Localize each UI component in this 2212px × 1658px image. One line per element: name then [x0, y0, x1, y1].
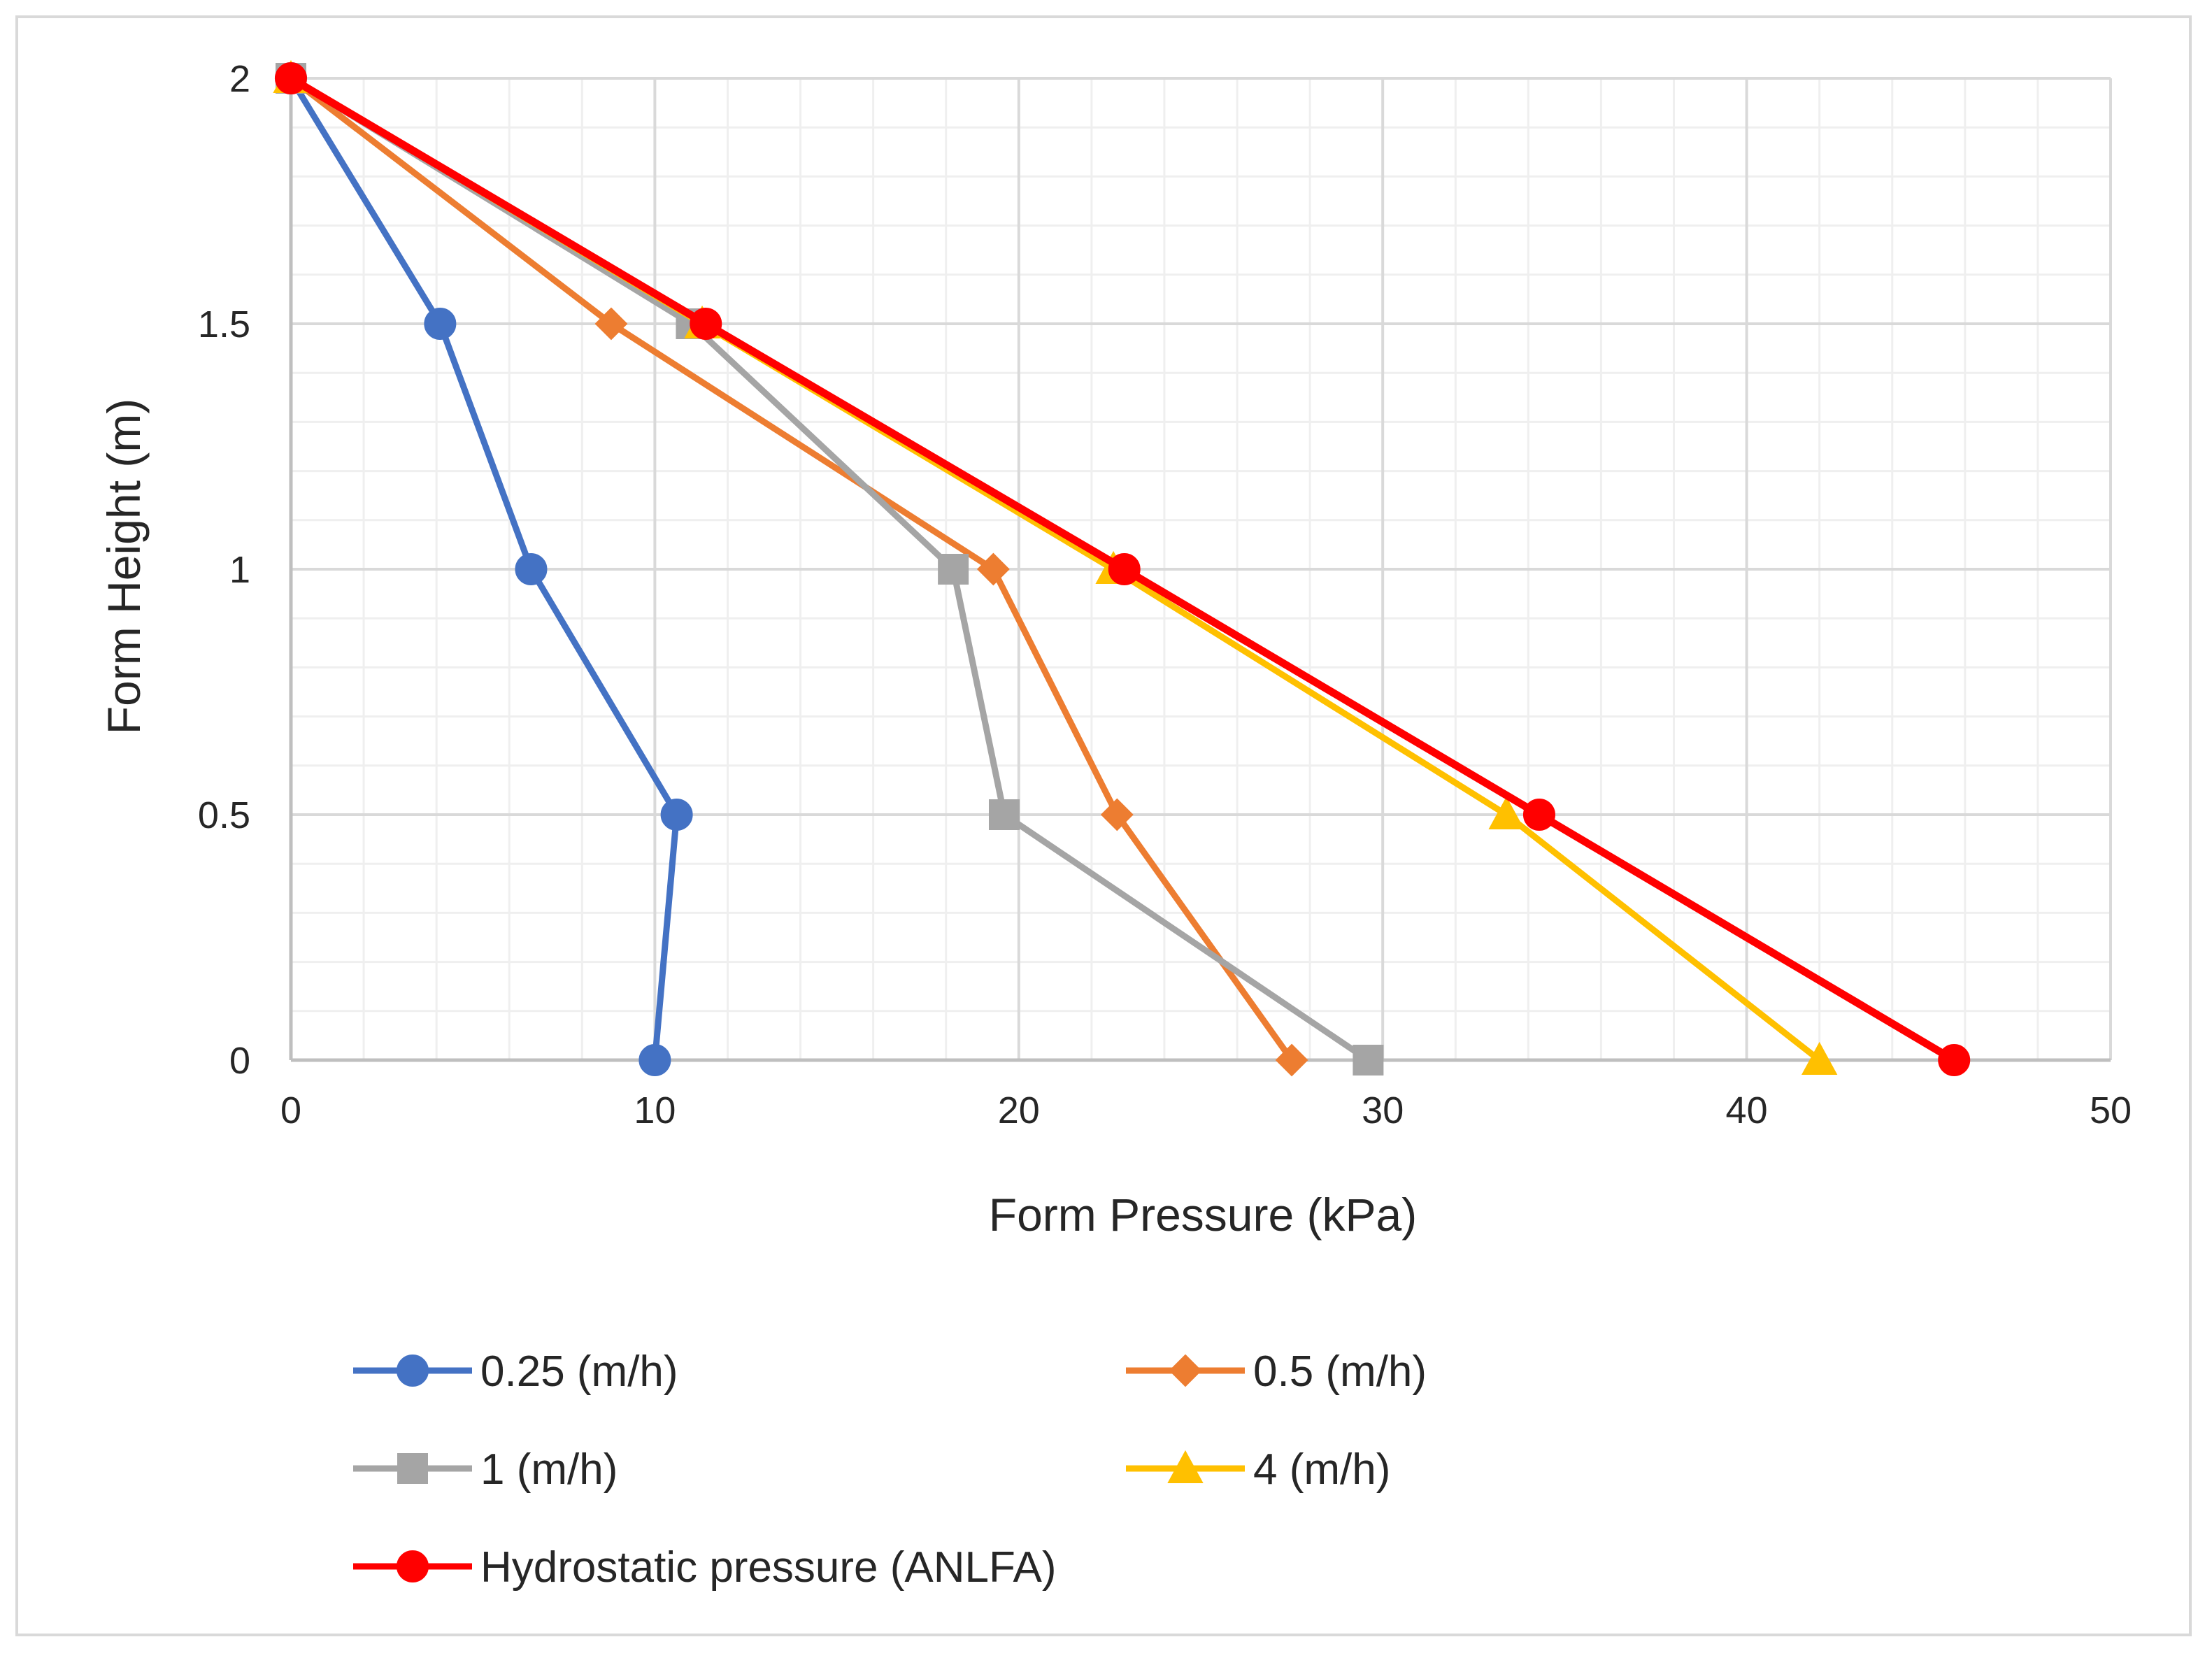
legend-label: 1 (m/h): [480, 1445, 618, 1494]
data-point: [275, 62, 307, 94]
data-point: [1353, 1045, 1384, 1075]
data-point: [690, 308, 722, 340]
x-axis-ticks: 0 10 20 30 40 50: [280, 1089, 2132, 1131]
x-tick-label: 0: [280, 1089, 301, 1131]
y-tick-label: 2: [229, 58, 250, 100]
series-5: [275, 62, 1971, 1076]
data-point: [976, 552, 1010, 586]
data-point: [1100, 798, 1134, 831]
data-point: [1108, 553, 1141, 585]
legend-label: Hydrostatic pressure (ANLFA): [480, 1543, 1056, 1592]
x-tick-label: 40: [1726, 1089, 1768, 1131]
series-layer: [273, 59, 1971, 1077]
legend-label: 0.5 (m/h): [1253, 1348, 1427, 1396]
data-point: [660, 799, 693, 831]
legend-item[interactable]: 1 (m/h): [353, 1445, 618, 1494]
data-point: [424, 308, 457, 340]
data-point: [988, 799, 1020, 830]
legend-marker: [1169, 1354, 1202, 1387]
y-tick-label: 1.5: [198, 303, 250, 345]
legend-marker: [397, 1453, 428, 1484]
legend-marker: [1167, 1450, 1204, 1483]
legend-label: 0.25 (m/h): [480, 1348, 678, 1396]
y-tick-label: 1: [229, 549, 250, 591]
series-2: [274, 62, 1308, 1077]
data-point: [515, 553, 548, 585]
legend-item[interactable]: 0.25 (m/h): [353, 1348, 678, 1396]
data-point: [938, 554, 969, 585]
data-point: [594, 307, 628, 341]
legend-marker: [397, 1550, 429, 1582]
x-tick-label: 20: [998, 1089, 1040, 1131]
legend-item[interactable]: Hydrostatic pressure (ANLFA): [353, 1543, 1056, 1592]
x-tick-label: 50: [2090, 1089, 2132, 1131]
axes: [289, 78, 2111, 1062]
legend-item[interactable]: 4 (m/h): [1126, 1445, 1390, 1494]
y-axis-ticks: 0 0.5 1 1.5 2: [198, 58, 250, 1082]
data-point: [1801, 1041, 1838, 1075]
y-tick-label: 0.5: [198, 794, 250, 836]
x-tick-label: 10: [634, 1089, 676, 1131]
data-point: [1488, 796, 1525, 829]
y-axis-title: Form Height (m): [98, 399, 150, 734]
data-point: [1522, 799, 1555, 831]
data-point: [638, 1044, 671, 1076]
y-tick-label: 0: [229, 1040, 250, 1082]
legend-item[interactable]: 0.5 (m/h): [1126, 1348, 1427, 1396]
legend-label: 4 (m/h): [1253, 1445, 1390, 1494]
data-point: [1275, 1043, 1308, 1077]
legend[interactable]: 0.25 (m/h) 0.5 (m/h) 1 (m/h) 4 (m/h) Hydrost…: [353, 1348, 1427, 1592]
data-point: [1938, 1044, 1971, 1076]
chart-frame: [15, 15, 2192, 1636]
x-tick-label: 30: [1362, 1089, 1404, 1131]
x-axis-title: Form Pressure (kPa): [989, 1189, 1417, 1241]
legend-marker: [397, 1355, 429, 1387]
